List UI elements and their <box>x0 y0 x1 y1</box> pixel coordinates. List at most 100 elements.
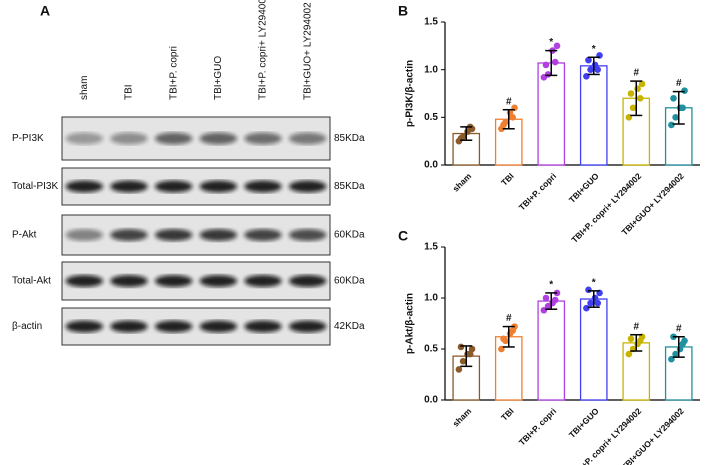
blot-band <box>65 180 104 193</box>
lane-label: sham <box>79 76 90 100</box>
y-tick-label: 0.5 <box>424 112 438 123</box>
data-point <box>670 94 677 102</box>
data-point <box>542 61 550 69</box>
lane-label: TBI <box>124 84 135 100</box>
bar <box>579 298 608 401</box>
blot-band <box>288 180 327 193</box>
significance-mark: * <box>549 37 553 48</box>
data-point <box>668 121 675 129</box>
row-label: P-PI3K <box>12 133 44 144</box>
blot-band <box>244 132 282 145</box>
x-tick-label: TBI+GUO <box>567 171 601 205</box>
data-point <box>544 71 552 78</box>
blot-band <box>244 320 282 333</box>
blot-band <box>110 180 148 193</box>
blot-band <box>244 180 282 193</box>
data-point <box>466 350 474 358</box>
x-tick-label: TBI+GUO <box>567 406 601 440</box>
y-tick-label: 0.0 <box>424 160 438 171</box>
data-point <box>585 286 592 294</box>
data-point <box>509 114 517 121</box>
data-point <box>594 66 602 73</box>
data-point <box>627 90 635 97</box>
significance-mark: # <box>676 323 682 334</box>
blot-band <box>244 275 282 287</box>
bar <box>579 65 608 166</box>
x-tick-label: TBI <box>499 406 516 423</box>
significance-mark: * <box>592 278 596 289</box>
lane-label: TBI+GUO <box>213 56 224 100</box>
data-point <box>679 104 687 112</box>
blot-band <box>288 320 327 333</box>
blot-band <box>154 275 193 287</box>
size-label: 42KDa <box>334 321 365 332</box>
blot-band <box>110 229 148 241</box>
x-tick-label: TBI+P. copri <box>517 406 559 448</box>
blot-frame <box>61 214 331 256</box>
y-tick-label: 1.5 <box>424 242 438 253</box>
data-point <box>553 42 561 50</box>
data-point <box>594 299 602 307</box>
row-label: Total-PI3K <box>12 181 58 192</box>
size-label: 60KDa <box>334 276 365 287</box>
panel-label: C <box>398 228 408 244</box>
blot-band <box>154 180 193 193</box>
blot-frame <box>61 116 331 161</box>
data-point <box>638 80 646 88</box>
y-tick-label: 1.0 <box>424 64 438 75</box>
blot-band <box>199 275 238 287</box>
blot-frame <box>61 307 331 346</box>
data-point <box>459 357 467 365</box>
bar <box>537 300 566 401</box>
data-point <box>509 327 517 334</box>
x-tick-label: sham <box>450 171 473 194</box>
row-label: P-Akt <box>12 230 37 241</box>
blot-band <box>199 229 238 241</box>
blot-band <box>154 229 193 241</box>
blot-band <box>110 320 148 333</box>
blot-band <box>65 320 104 333</box>
y-tick-label: 1.0 <box>424 293 438 304</box>
y-axis-label: p-Akt/β-actin <box>405 293 416 354</box>
data-point <box>585 56 592 64</box>
size-label: 85KDa <box>334 181 365 192</box>
blot-band <box>110 275 148 287</box>
data-point <box>636 337 644 345</box>
data-point <box>551 58 559 66</box>
data-point <box>681 87 688 94</box>
blot-band <box>288 275 327 287</box>
bar <box>664 346 693 401</box>
blot-band <box>199 180 238 193</box>
data-point <box>455 366 463 373</box>
panel-label: B <box>398 3 408 19</box>
blot-band <box>65 229 104 241</box>
data-point <box>679 340 687 348</box>
blot-band <box>199 132 238 145</box>
data-point <box>500 121 507 129</box>
lane-label: TBI+GUO+ LY294002 <box>302 2 313 100</box>
row-label: β-actin <box>12 321 42 332</box>
lane-label: TBI+P. copri <box>168 46 179 100</box>
blot-band <box>154 132 193 145</box>
data-point <box>551 296 559 304</box>
y-tick-label: 0.0 <box>424 395 438 406</box>
significance-mark: * <box>592 44 596 55</box>
significance-mark: # <box>506 313 512 324</box>
data-point <box>457 343 465 351</box>
data-point <box>627 335 635 343</box>
blot-band <box>244 229 282 241</box>
data-point <box>468 345 476 353</box>
y-tick-label: 0.5 <box>424 344 438 355</box>
data-point <box>672 114 679 121</box>
data-point <box>587 299 594 307</box>
y-axis-label: p-PI3K/β-actin <box>405 60 416 127</box>
panel-label: A <box>40 3 50 19</box>
significance-mark: # <box>506 96 512 107</box>
blot-band <box>199 320 238 333</box>
significance-mark: # <box>676 78 682 89</box>
blot-band <box>110 132 148 145</box>
data-point <box>629 104 637 112</box>
significance-mark: * <box>549 280 553 291</box>
data-point <box>542 294 550 302</box>
